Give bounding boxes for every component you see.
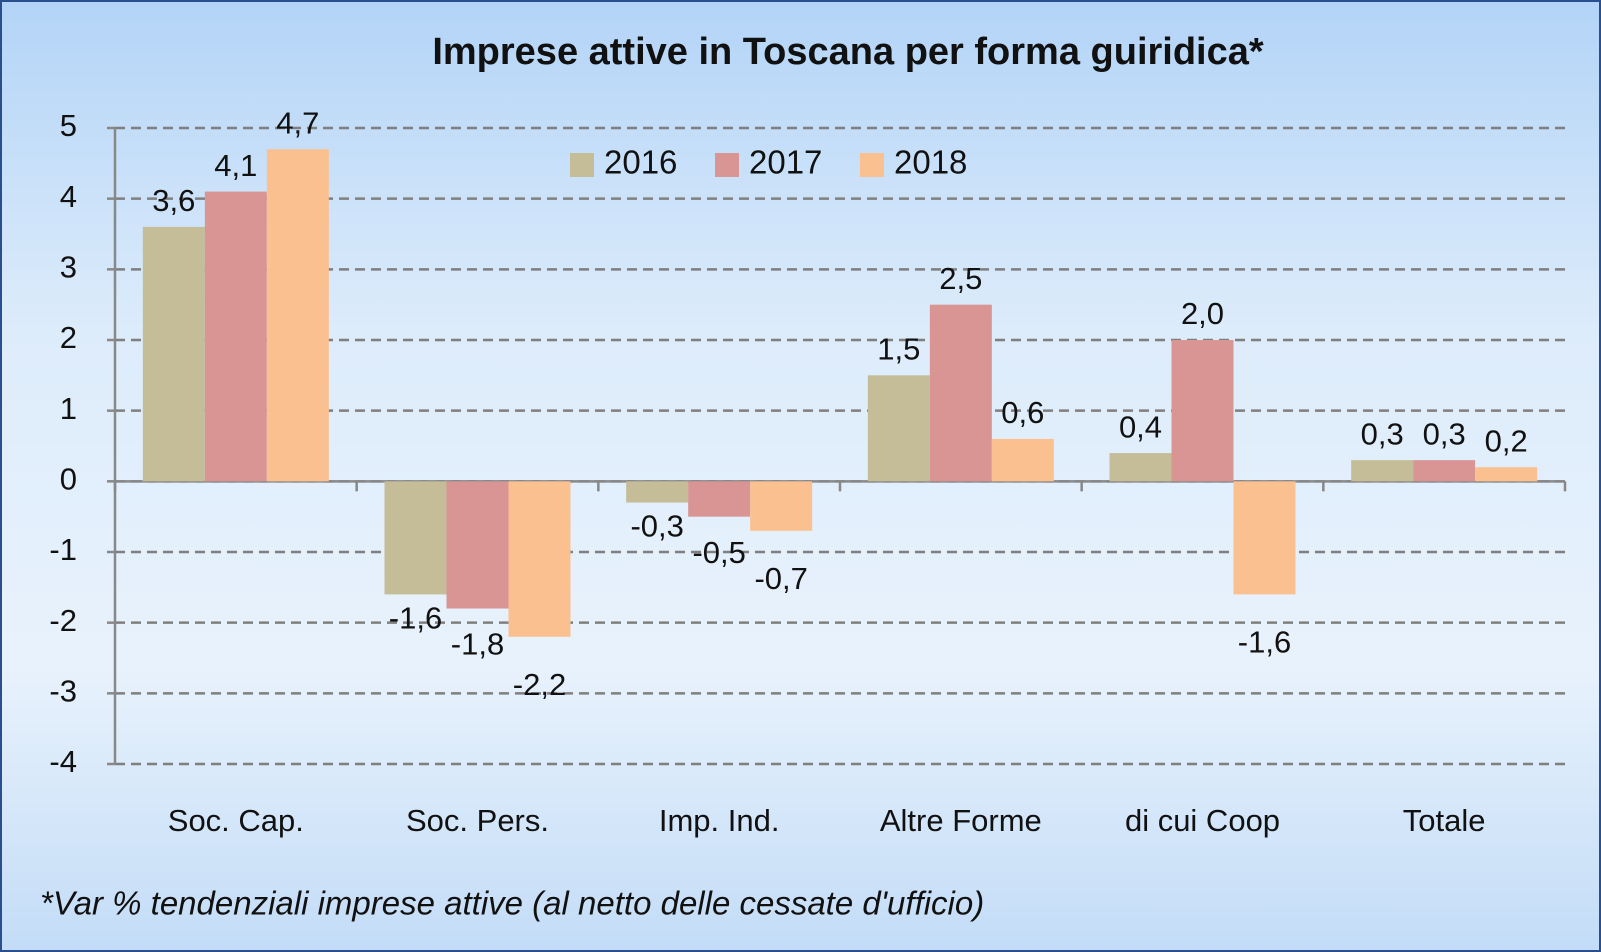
data-label: 2,5 [939, 261, 982, 296]
bar [750, 481, 813, 531]
bar [266, 149, 329, 482]
x-tick-label: Soc. Pers. [406, 803, 549, 838]
data-label: 4,7 [276, 105, 319, 140]
bar [142, 226, 205, 482]
legend-label: 2016 [604, 144, 677, 181]
data-label: -2,2 [513, 667, 566, 702]
chart-title: Imprese attive in Toscana per forma guir… [432, 31, 1264, 73]
x-tick-label: Soc. Cap. [168, 803, 304, 838]
legend-swatch [570, 153, 594, 177]
bar [1475, 467, 1538, 482]
data-label: -1,8 [451, 627, 504, 662]
bar [991, 438, 1054, 482]
legend-swatch [715, 153, 739, 177]
bar [929, 304, 992, 482]
x-tick-label: Imp. Ind. [659, 803, 780, 838]
data-label: -1,6 [1238, 625, 1291, 660]
y-tick-label: 5 [60, 108, 77, 143]
data-label: 4,1 [214, 148, 257, 183]
data-label: 0,6 [1001, 395, 1044, 430]
x-tick-label: Totale [1403, 803, 1486, 838]
data-label: -0,3 [630, 509, 683, 544]
y-tick-label: 4 [60, 179, 77, 214]
y-tick-label: 1 [60, 391, 77, 426]
bar [1351, 460, 1414, 482]
data-label: 0,2 [1485, 423, 1528, 458]
x-tick-label: di cui Coop [1125, 803, 1280, 838]
bar [508, 481, 571, 637]
y-tick-label: -4 [49, 744, 77, 779]
data-label: -1,6 [389, 601, 442, 636]
x-tick-label: Altre Forme [880, 803, 1042, 838]
y-tick-label: -3 [49, 674, 77, 709]
data-label: -0,5 [692, 535, 745, 570]
y-tick-label: 3 [60, 250, 77, 285]
bar [1109, 453, 1172, 482]
bar [867, 375, 930, 482]
data-label: 3,6 [152, 183, 195, 218]
y-tick-label: 0 [60, 462, 77, 497]
bar [446, 481, 509, 609]
y-tick-label: 2 [60, 320, 77, 355]
bar [626, 481, 689, 503]
bar [1233, 481, 1296, 595]
data-label: -0,7 [754, 561, 807, 596]
bar [384, 481, 447, 595]
data-label: 0,3 [1361, 416, 1404, 451]
footnote: *Var % tendenziali imprese attive (al ne… [40, 885, 984, 922]
legend-label: 2017 [749, 144, 822, 181]
y-tick-label: -1 [49, 532, 77, 567]
data-label: 2,0 [1181, 296, 1224, 331]
data-label: 0,4 [1119, 409, 1162, 444]
bar [688, 481, 751, 517]
bar [1413, 460, 1476, 482]
data-label: 0,3 [1423, 416, 1466, 451]
y-tick-label: -2 [49, 603, 77, 638]
bar [1171, 340, 1234, 482]
legend-swatch [860, 153, 884, 177]
data-label: 1,5 [877, 332, 920, 367]
bar [204, 191, 267, 482]
legend-label: 2018 [894, 144, 967, 181]
